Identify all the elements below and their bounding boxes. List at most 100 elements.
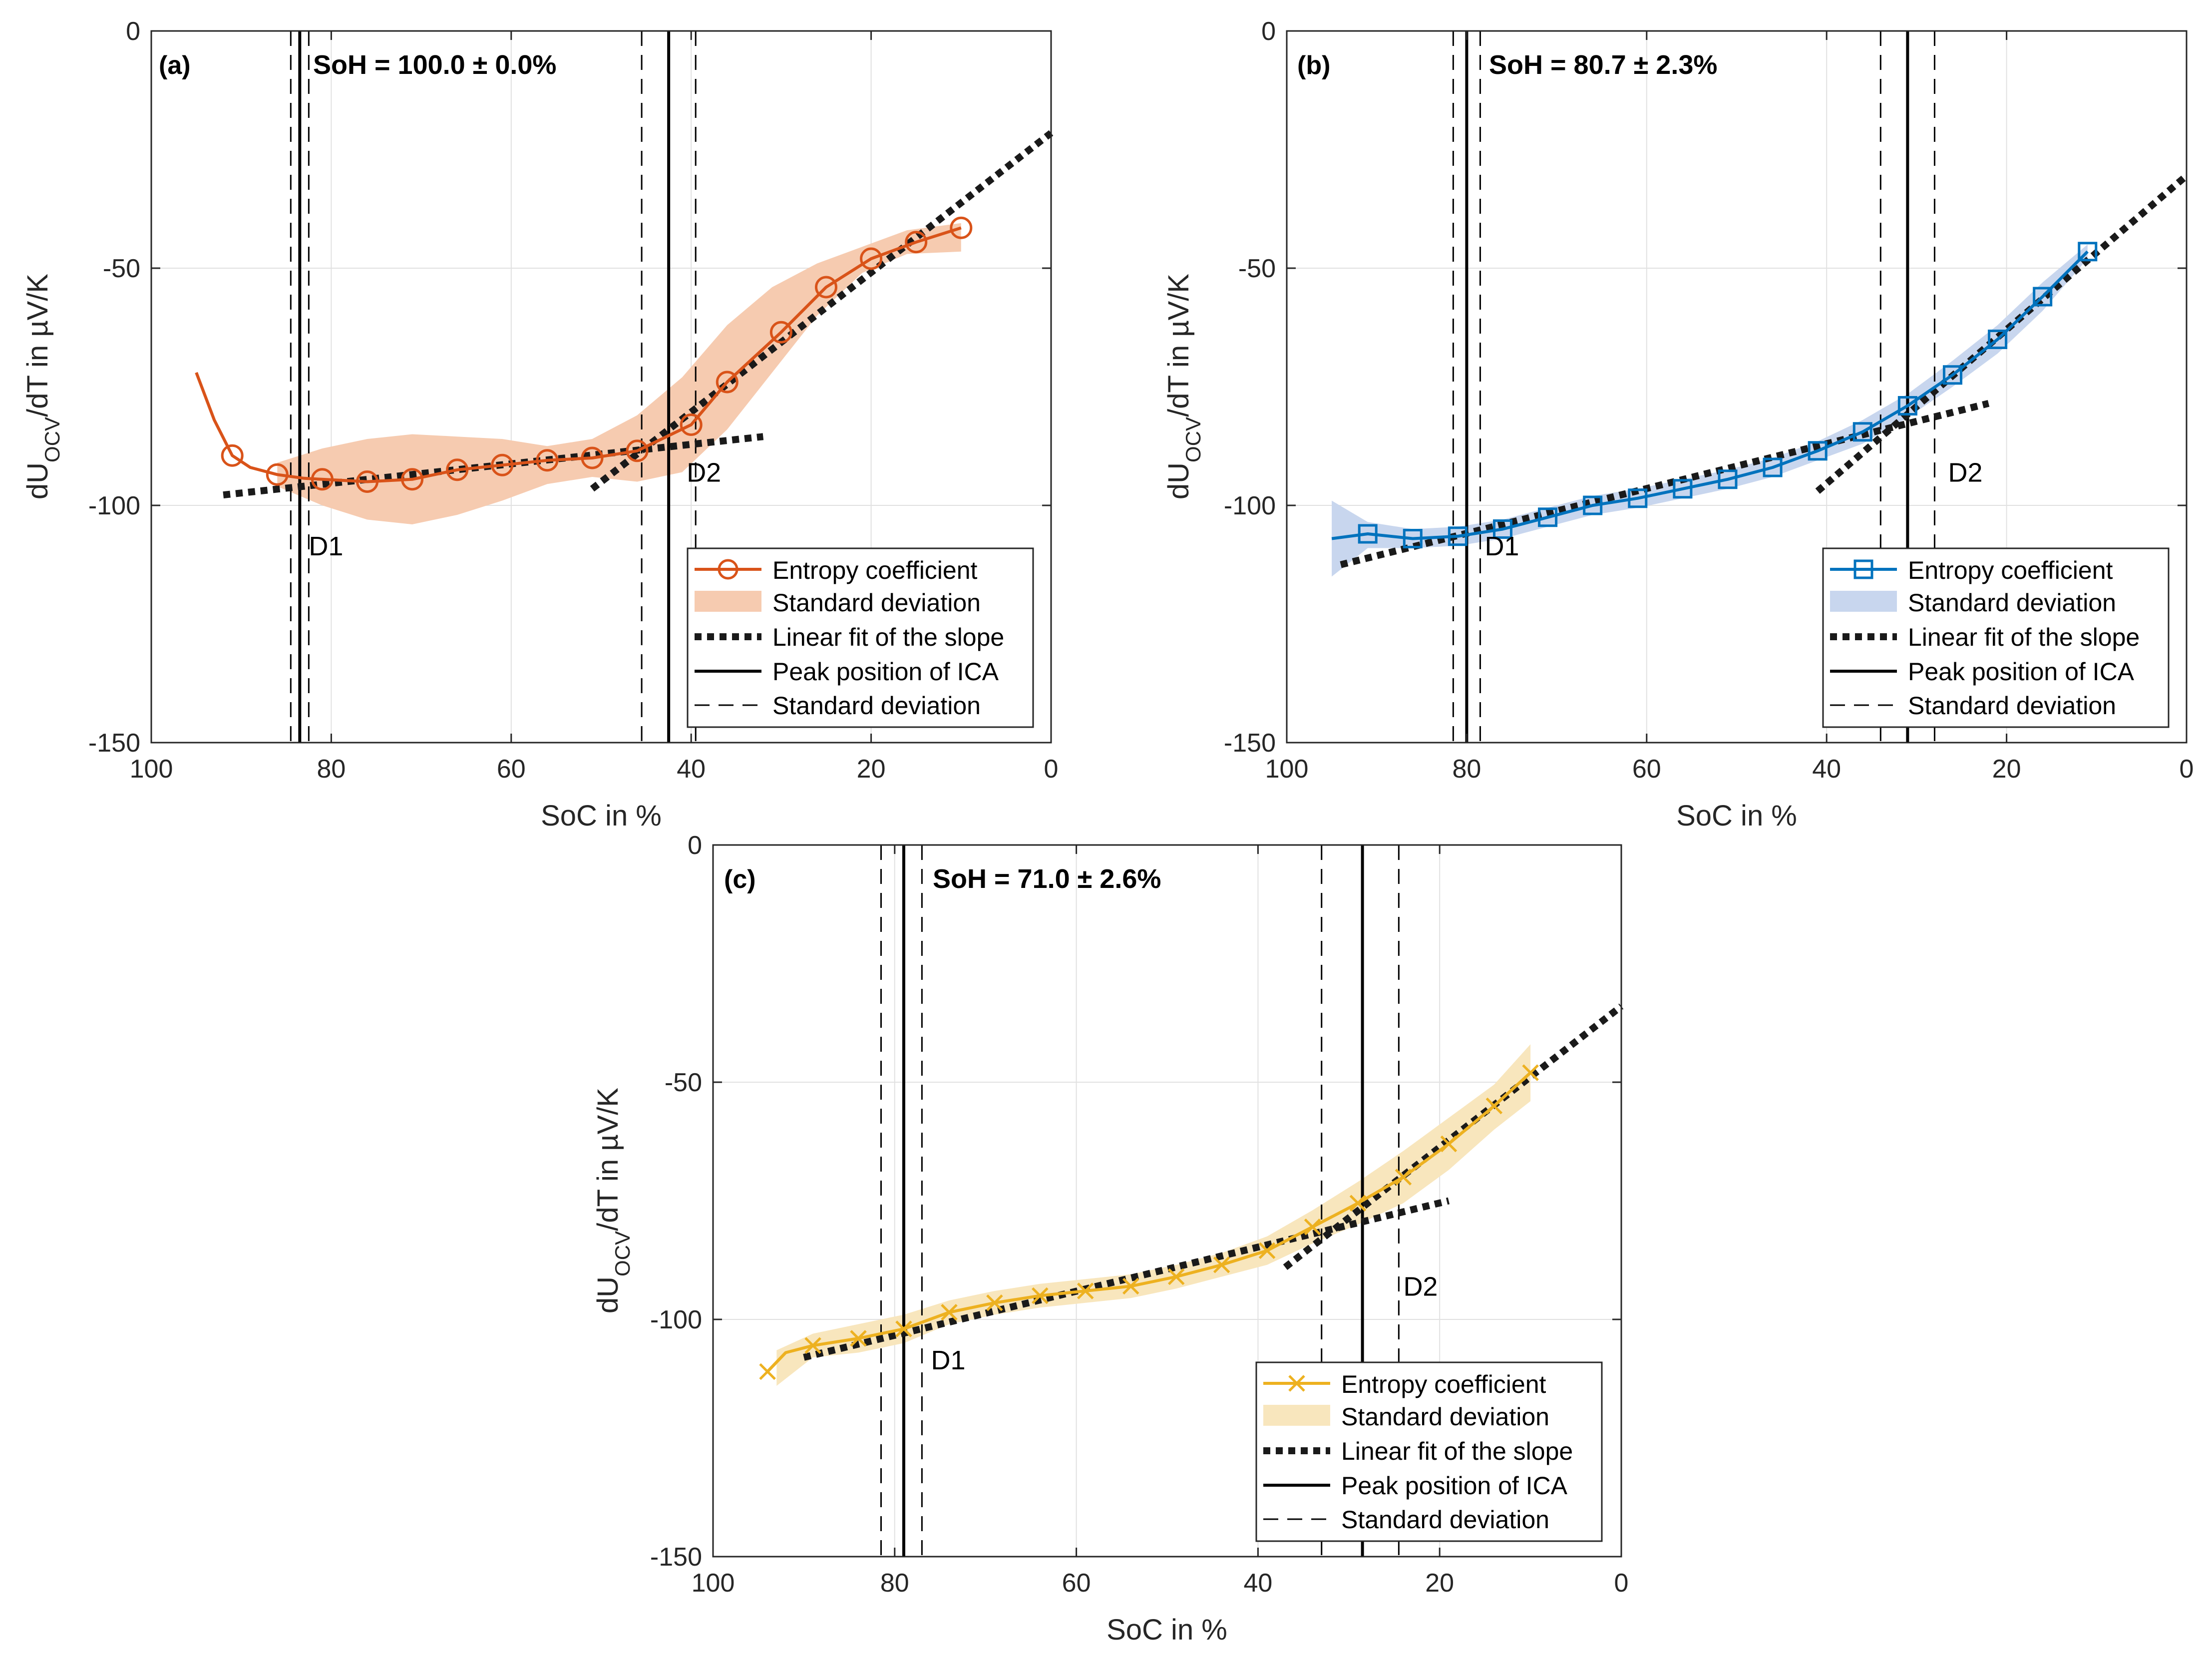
data-point [356,470,378,493]
data-point [1583,495,1603,515]
data-point [1077,1282,1094,1299]
data-point [2078,242,2098,262]
legend-label: Linear fit of the slope [1908,623,2140,651]
legend-label: Entropy coefficient [772,556,978,584]
data-point [1358,524,1378,544]
tick-labels: 100 80 60 40 20 0 0 -50 -100 -150 [650,831,1629,1598]
x-tick-label: 80 [317,755,346,784]
data-point [581,446,604,469]
legend-entry-std: Standard deviation [1263,1506,1549,1534]
curve [195,226,962,483]
data-point [1440,1135,1458,1153]
data-point [759,1363,776,1380]
markers [221,216,973,493]
d2-label: D2 [687,458,721,488]
x-axis-label: SoC in % [1106,1614,1227,1646]
legend-band-swatch [1263,1405,1330,1426]
data-point [491,453,514,476]
x-tick-label: 0 [1614,1569,1629,1598]
tick-labels: 100 80 60 40 20 0 0 -50 -100 -150 [1224,17,2194,784]
legend: Entropy coefficient Standard deviation L… [1255,1361,1603,1542]
data-point [1492,519,1512,539]
ticks [150,30,1052,744]
legend: Entropy coefficient Standard deviation L… [687,547,1034,728]
axes-box [150,30,1052,744]
data-point [716,371,738,394]
data-point [1852,422,1872,442]
std-band [277,223,961,524]
x-tick-label: 40 [1243,1569,1272,1598]
panel-c: 100 80 60 40 20 0 0 -50 -100 -150 (c) SoH = 71.0 … [592,831,1628,1646]
legend-entry-band: Standard deviation [1263,1403,1549,1431]
x-tick-label: 20 [857,755,886,784]
y-tick-label: -100 [1224,491,1276,520]
legend-entry-std: Standard deviation [1830,692,2116,720]
legend-entry-fit: Linear fit of the slope [1263,1437,1573,1465]
y-tick-label: 0 [688,831,702,860]
tick-labels: 100 80 60 40 20 0 0 -50 -100 -150 [88,17,1059,784]
data-point [1522,1064,1539,1081]
data-point [1897,396,1917,416]
y-tick-label: -100 [88,491,140,520]
std-band-area [1332,244,2088,577]
y-axis-label: dUOCV/dT in µV/K [21,274,64,500]
d1-label: D1 [931,1345,966,1375]
legend-label: Peak position of ICA [1908,658,2135,686]
legend-entry-band: Standard deviation [695,589,981,617]
data-point [1122,1277,1139,1295]
legend-entry-std: Standard deviation [695,692,981,720]
data-point [1403,529,1423,548]
data-point [1808,441,1828,461]
data-point [1349,1195,1367,1212]
x-tick-label: 60 [1062,1569,1091,1598]
x-tick-label: 0 [2180,755,2194,784]
data-point [1988,330,2008,349]
data-point [1032,1287,1049,1304]
ticks [712,844,1622,1558]
data-point [850,1330,867,1347]
data-point [1485,1097,1503,1115]
y-tick-label: -50 [665,1068,702,1097]
soh-label: SoH = 71.0 ± 2.6% [933,864,1161,894]
d1-label: D1 [309,531,343,561]
legend: Entropy coefficient Standard deviation L… [1822,547,2170,728]
y-axis-label: dUOCV/dT in µV/K [1162,274,1205,500]
legend-entry-band: Standard deviation [1830,589,2116,617]
data-point [401,468,424,491]
data-point [1395,1169,1412,1186]
data-point [1718,469,1738,489]
data-point [1628,488,1648,508]
legend-label: Standard deviation [772,589,981,617]
legend-label: Standard deviation [1908,692,2116,720]
legend-entry-peak: Peak position of ICA [695,658,999,686]
y-tick-label: -50 [103,254,140,283]
std-band-area [277,223,961,524]
legend-entry-fit: Linear fit of the slope [1830,623,2140,651]
y-tick-label: -150 [1224,729,1276,758]
x-tick-label: 60 [497,755,526,784]
data-point [680,414,703,436]
data-point [221,444,244,467]
legend-entry-peak: Peak position of ICA [1830,658,2135,686]
y-tick-label: -50 [1238,254,1276,283]
legend-band-swatch [1830,591,1897,612]
legend-entry-curve: Entropy coefficient [695,556,978,584]
ica-lines [290,31,697,743]
legend-label: Peak position of ICA [1341,1472,1568,1500]
legend-label: Linear fit of the slope [1341,1437,1573,1465]
y-tick-label: -100 [650,1305,702,1334]
soh-label: SoH = 80.7 ± 2.3% [1489,50,1717,80]
panel-a: 100 80 60 40 20 0 0 -50 -100 -150 (a) SoH = 100.0… [21,17,1058,832]
legend-band-swatch [695,591,761,612]
x-tick-label: 100 [692,1569,735,1598]
x-tick-label: 100 [130,755,173,784]
legend-label: Standard deviation [1341,1403,1549,1431]
data-point [895,1320,912,1337]
d2-label: D2 [1403,1272,1438,1302]
data-point [769,321,792,344]
fit-lines [803,1003,1624,1361]
y-axis-label: dUOCV/dT in µV/K [592,1088,634,1314]
std-band [776,1044,1531,1386]
std-band [1332,244,2088,577]
data-point [804,1337,821,1354]
